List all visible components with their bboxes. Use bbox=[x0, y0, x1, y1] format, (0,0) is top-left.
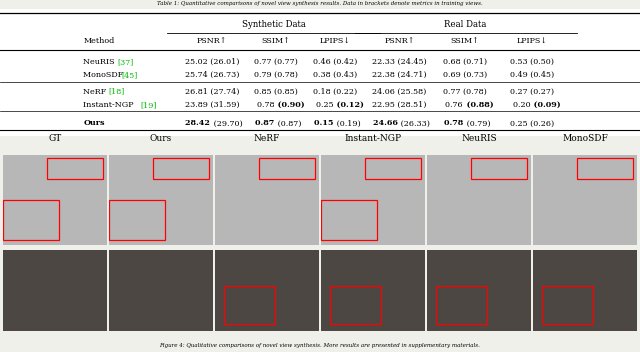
Bar bbox=[471, 158, 527, 179]
Text: LPIPS↓: LPIPS↓ bbox=[516, 37, 547, 45]
Text: MonoSDF: MonoSDF bbox=[562, 133, 608, 143]
Text: Figure 4: Qualitative comparisons of novel view synthesis. More results are pres: Figure 4: Qualitative comparisons of nov… bbox=[159, 344, 481, 348]
Text: 25.02 (26.01): 25.02 (26.01) bbox=[184, 58, 239, 66]
Text: (0.09): (0.09) bbox=[532, 101, 561, 109]
Text: NeuRIS: NeuRIS bbox=[461, 133, 497, 143]
Text: LPIPS↓: LPIPS↓ bbox=[320, 37, 351, 45]
Text: 0.69 (0.73): 0.69 (0.73) bbox=[442, 71, 487, 79]
Text: Ours: Ours bbox=[150, 133, 172, 143]
Text: (0.88): (0.88) bbox=[465, 101, 493, 109]
Text: PSNR↑: PSNR↑ bbox=[196, 37, 227, 45]
Text: Ours: Ours bbox=[83, 119, 105, 127]
Text: Method: Method bbox=[83, 37, 115, 45]
Text: 0.76: 0.76 bbox=[445, 101, 465, 109]
Text: 0.20: 0.20 bbox=[513, 101, 532, 109]
Bar bbox=[321, 200, 377, 240]
Text: SSIM↑: SSIM↑ bbox=[450, 37, 479, 45]
Text: [18]: [18] bbox=[108, 88, 124, 96]
Text: 26.81 (27.74): 26.81 (27.74) bbox=[184, 88, 239, 96]
Text: Instant-NGP: Instant-NGP bbox=[83, 101, 136, 109]
Text: (0.19): (0.19) bbox=[335, 119, 361, 127]
Text: 0.77 (0.78): 0.77 (0.78) bbox=[443, 88, 486, 96]
Text: 0.78: 0.78 bbox=[257, 101, 276, 109]
Bar bbox=[259, 158, 315, 179]
Text: (26.33): (26.33) bbox=[399, 119, 430, 127]
Text: (29.70): (29.70) bbox=[212, 119, 243, 127]
Text: Synthetic Data: Synthetic Data bbox=[242, 20, 305, 29]
Text: NeRF: NeRF bbox=[83, 88, 109, 96]
Bar bbox=[436, 285, 487, 325]
Text: 0.25: 0.25 bbox=[316, 101, 335, 109]
Text: Instant-NGP: Instant-NGP bbox=[344, 133, 401, 143]
Text: 0.46 (0.42): 0.46 (0.42) bbox=[313, 58, 358, 66]
Text: 22.33 (24.45): 22.33 (24.45) bbox=[372, 58, 427, 66]
Text: Real Data: Real Data bbox=[444, 20, 487, 29]
Text: 22.38 (24.71): 22.38 (24.71) bbox=[372, 71, 427, 79]
Text: (0.90): (0.90) bbox=[276, 101, 305, 109]
Text: SSIM↑: SSIM↑ bbox=[261, 37, 291, 45]
Text: 0.15: 0.15 bbox=[314, 119, 335, 127]
Text: 0.77 (0.77): 0.77 (0.77) bbox=[254, 58, 298, 66]
Text: 0.87: 0.87 bbox=[255, 119, 276, 127]
Text: (0.79): (0.79) bbox=[465, 119, 490, 127]
Text: 0.18 (0.22): 0.18 (0.22) bbox=[313, 88, 358, 96]
Text: 22.95 (28.51): 22.95 (28.51) bbox=[372, 101, 427, 109]
Text: 0.78: 0.78 bbox=[444, 119, 465, 127]
Bar bbox=[330, 285, 381, 325]
Bar bbox=[109, 200, 165, 240]
Text: (0.12): (0.12) bbox=[335, 101, 364, 109]
Bar bbox=[541, 285, 593, 325]
Text: 24.06 (25.58): 24.06 (25.58) bbox=[372, 88, 426, 96]
Text: [37]: [37] bbox=[117, 58, 134, 66]
Bar bbox=[365, 158, 420, 179]
Text: 0.68 (0.71): 0.68 (0.71) bbox=[443, 58, 486, 66]
Text: 0.49 (0.45): 0.49 (0.45) bbox=[509, 71, 554, 79]
Text: 0.79 (0.78): 0.79 (0.78) bbox=[254, 71, 298, 79]
Text: 0.85 (0.85): 0.85 (0.85) bbox=[254, 88, 298, 96]
Text: 0.27 (0.27): 0.27 (0.27) bbox=[510, 88, 554, 96]
Bar bbox=[577, 158, 633, 179]
Bar bbox=[3, 200, 59, 240]
Bar bbox=[223, 285, 275, 325]
Text: [19]: [19] bbox=[140, 101, 157, 109]
Text: (0.87): (0.87) bbox=[276, 119, 301, 127]
Text: [45]: [45] bbox=[122, 71, 138, 79]
Text: 28.42: 28.42 bbox=[186, 119, 212, 127]
Text: 0.53 (0.50): 0.53 (0.50) bbox=[510, 58, 554, 66]
Text: 0.38 (0.43): 0.38 (0.43) bbox=[313, 71, 358, 79]
Text: 24.66: 24.66 bbox=[373, 119, 399, 127]
Bar bbox=[153, 158, 209, 179]
Text: NeuRIS: NeuRIS bbox=[83, 58, 117, 66]
Text: 23.89 (31.59): 23.89 (31.59) bbox=[184, 101, 239, 109]
Text: 25.74 (26.73): 25.74 (26.73) bbox=[184, 71, 239, 79]
Text: PSNR↑: PSNR↑ bbox=[384, 37, 415, 45]
Text: 0.25 (0.26): 0.25 (0.26) bbox=[509, 119, 554, 127]
Text: NeRF: NeRF bbox=[254, 133, 280, 143]
Bar bbox=[47, 158, 102, 179]
Text: Table 1: Quantitative comparisons of novel view synthesis results. Data in brack: Table 1: Quantitative comparisons of nov… bbox=[157, 1, 483, 6]
Text: MonoSDF: MonoSDF bbox=[83, 71, 126, 79]
Text: GT: GT bbox=[48, 133, 61, 143]
